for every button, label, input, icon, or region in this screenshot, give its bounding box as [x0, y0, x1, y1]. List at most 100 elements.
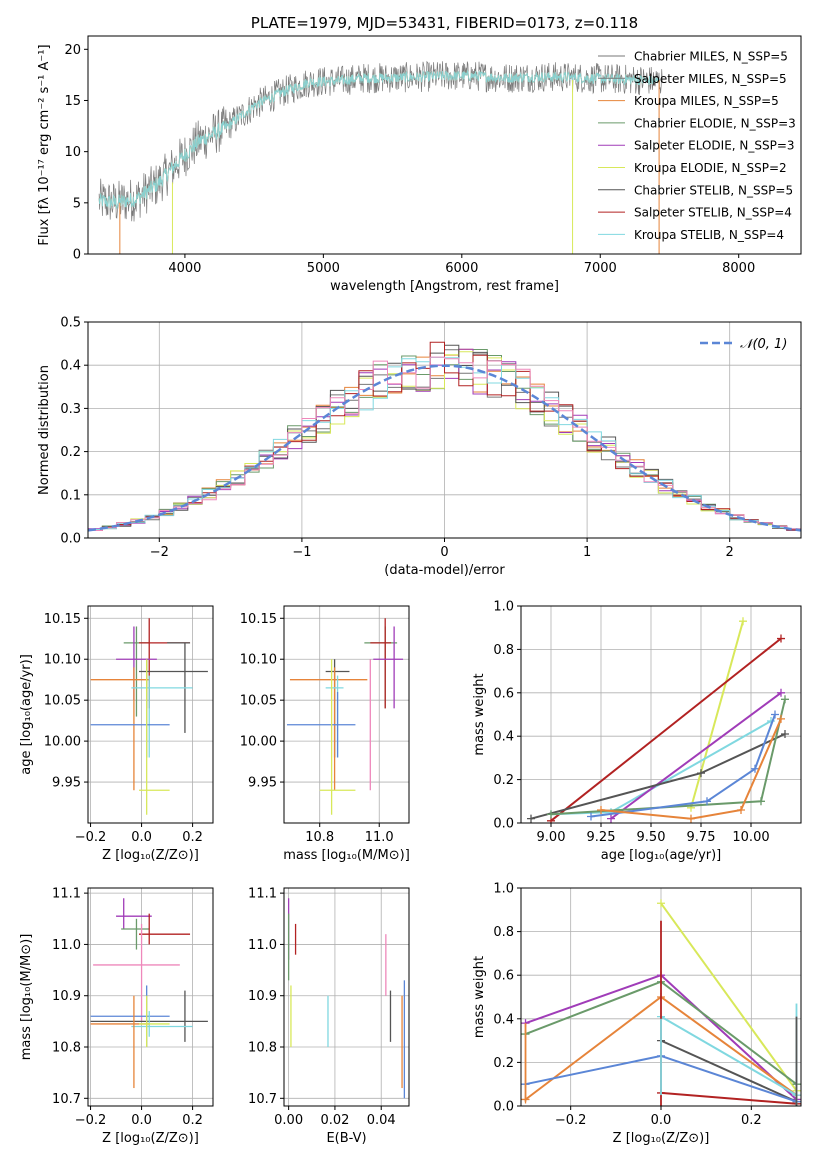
- errorbar-point: [139, 913, 191, 945]
- plot-area: [286, 618, 404, 815]
- x-tick-label: 0.2: [741, 1113, 762, 1128]
- plot-area: [88, 341, 801, 532]
- y-tick-label: 10.9: [248, 989, 277, 1004]
- chart-title: PLATE=1979, MJD=53431, FIBERID=0173, z=0…: [251, 14, 638, 32]
- axes-frame: [283, 605, 410, 824]
- y-tick-label: 10.7: [248, 1092, 277, 1107]
- x-tick-label: 0.02: [320, 1113, 349, 1128]
- series-marker: [781, 695, 789, 704]
- x-tick-label: 8000: [722, 261, 755, 276]
- y-tick-label: 10.10: [240, 653, 277, 668]
- x-axis-label: Z [log₁₀(Z/Z⊙)]: [102, 1131, 199, 1146]
- errorbar-point: [90, 995, 150, 1089]
- plot-area: [287, 898, 406, 1099]
- legend-label: Salpeter ELODIE, N_SSP=3: [634, 139, 795, 153]
- x-axis-label: wavelength [Angstrom, rest frame]: [330, 279, 559, 294]
- series-marker: [547, 810, 555, 819]
- series-marker: [657, 899, 665, 908]
- errorbar-point: [90, 667, 150, 791]
- x-tick-label: 10.00: [732, 830, 769, 845]
- ticks: −2 −1 0 1 2 0.0 0.1 0.2 0.3 0.4 0.5: [60, 316, 734, 561]
- ticks: 4000 5000 6000 7000 8000 0 5 10 15 20: [64, 43, 755, 276]
- y-tick-label: 10.00: [240, 735, 277, 750]
- legend-label: Kroupa ELODIE, N_SSP=2: [634, 161, 787, 175]
- y-tick-label: 10.15: [240, 612, 277, 627]
- series-line: [550, 637, 782, 822]
- legend-label: Chabrier MILES, N_SSP=5: [634, 50, 788, 64]
- x-tick-label: 10.8: [305, 830, 334, 845]
- ticks: 0.00 0.02 0.04 10.7 10.8 10.9 11.0 11.1: [248, 887, 396, 1128]
- x-tick-label: 9.25: [587, 830, 616, 845]
- x-tick-label: 0.0: [131, 1113, 152, 1128]
- series-marker: [597, 805, 605, 814]
- axes-frame: [87, 35, 802, 255]
- chart-residuals: −2 −1 0 1 2 0.0 0.1 0.2 0.3 0.4 0.5 (data-model)/er…: [37, 316, 802, 578]
- legend-label: 𝒩(0, 1): [740, 337, 787, 352]
- errorbar-point: [364, 626, 398, 709]
- x-tick-label: 4000: [168, 261, 201, 276]
- chart-spectrum: 4000 5000 6000 7000 8000 0 5 10 15 20 wavelength […: [37, 14, 802, 294]
- x-tick-label: 9.00: [537, 830, 566, 845]
- x-axis-label: Z [log₁₀(Z/Z⊙)]: [102, 848, 199, 863]
- legend: Chabrier MILES, N_SSP=5 Salpeter MILES, N…: [598, 50, 796, 242]
- x-axis-label: age [log₁₀(age/yr)]: [601, 848, 722, 863]
- ticks: 9.00 9.25 9.50 9.75 10.00 0.0 0.2 0.4 0.6 0.8 1.0: [493, 600, 769, 846]
- y-tick-label: 0.4: [493, 730, 514, 745]
- x-tick-label: 5000: [307, 261, 340, 276]
- y-tick-label: 10.05: [44, 694, 81, 709]
- legend: 𝒩(0, 1): [700, 337, 787, 352]
- series-marker: [757, 797, 765, 806]
- legend-label: Salpeter STELIB, N_SSP=4: [634, 206, 792, 220]
- model-line-kroupa-stelib: [98, 69, 660, 209]
- y-tick-label: 1.0: [493, 882, 514, 897]
- y-tick-label: 15: [64, 94, 81, 109]
- y-tick-label: 0.2: [493, 1056, 514, 1071]
- y-tick-label: 11.0: [52, 938, 81, 953]
- y-axis-label: Flux [fλ 10⁻¹⁷ erg cm⁻² s⁻¹ A⁻¹]: [37, 44, 52, 245]
- y-tick-label: 10.15: [44, 612, 81, 627]
- ticks: −0.2 0.0 0.2 9.95 10.00 10.05 10.10 10.15: [44, 612, 203, 845]
- axes-frame: [87, 887, 214, 1107]
- errorbar-point: [131, 675, 193, 758]
- normal-curve: [88, 364, 801, 532]
- chart-mass_weight_vs_Z: −0.2 0.0 0.2 0.0 0.2 0.4 0.6 0.8 1.0 Z [log₁₀(Z/Z…: [472, 882, 802, 1146]
- errorbar-point: [121, 918, 150, 950]
- y-tick-label: 0.4: [493, 1012, 514, 1027]
- x-axis-label: (data-model)/error: [384, 563, 505, 578]
- errorbar-point: [286, 691, 356, 758]
- y-tick-label: 0.8: [493, 925, 514, 940]
- ticks: −0.2 0.0 0.2 10.7 10.8 10.9 11.0 11.1: [52, 887, 203, 1128]
- series-marker: [703, 797, 711, 806]
- axes-frame: [87, 605, 214, 824]
- x-tick-label: 0.2: [182, 830, 203, 845]
- x-tick-label: 9.75: [687, 830, 716, 845]
- errorbar-point: [289, 667, 368, 791]
- grid: [521, 605, 801, 824]
- y-tick-label: 1.0: [493, 600, 514, 615]
- axes-frame: [520, 605, 802, 824]
- series-marker: [777, 634, 785, 643]
- y-tick-label: 10.05: [240, 694, 277, 709]
- series-marker: [739, 617, 747, 626]
- chart-age_vs_Z: −0.2 0.0 0.2 9.95 10.00 10.05 10.10 10.15 Z [log…: [19, 605, 214, 863]
- errorbar-point: [93, 923, 180, 1022]
- errorbar-point: [139, 659, 170, 815]
- grid: [284, 888, 409, 1106]
- plot-area: [527, 617, 789, 823]
- series-marker: [527, 814, 535, 823]
- y-tick-label: 0.3: [60, 402, 81, 417]
- series-marker: [777, 714, 785, 723]
- legend-label: Chabrier STELIB, N_SSP=5: [634, 183, 793, 197]
- grid: [88, 606, 213, 823]
- y-tick-label: 10: [64, 145, 81, 160]
- model-line-kroupa-miles: [98, 69, 660, 209]
- axes-frame: [520, 887, 802, 1107]
- axes-frame: [87, 321, 802, 539]
- y-tick-label: 20: [64, 43, 81, 58]
- y-tick-label: 5: [73, 196, 81, 211]
- plot-area: [521, 899, 801, 1106]
- x-tick-label: 0.0: [651, 1113, 672, 1128]
- chart-mass_weight_vs_age: 9.00 9.25 9.50 9.75 10.00 0.0 0.2 0.4 0.6 0.8 1.0 a…: [472, 600, 802, 863]
- x-tick-label: 0.0: [131, 830, 152, 845]
